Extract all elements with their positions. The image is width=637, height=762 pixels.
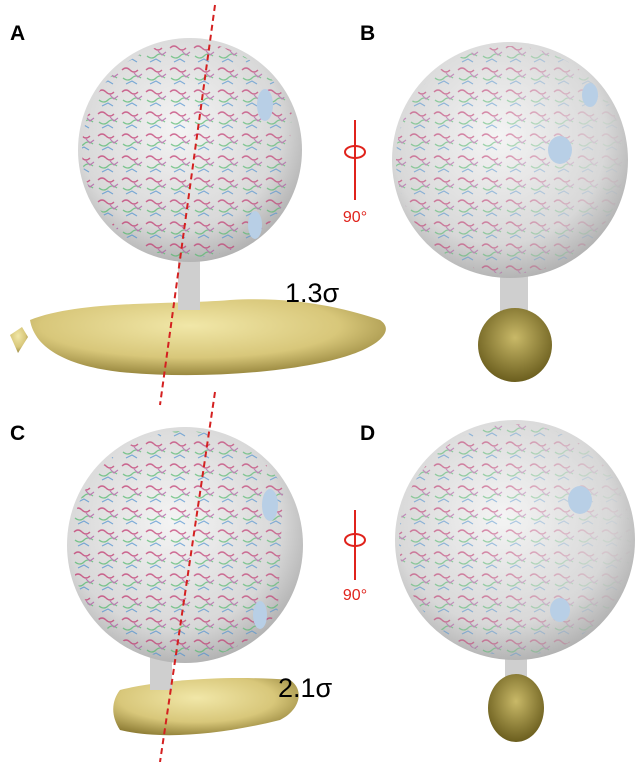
stalk <box>178 255 200 310</box>
pore <box>248 211 262 239</box>
protein-model <box>399 424 631 656</box>
rotation-angle: 90° <box>343 209 367 226</box>
panel-label: A <box>10 22 25 45</box>
pore <box>568 486 592 514</box>
membrane-fragment <box>10 327 28 353</box>
membrane <box>30 299 386 375</box>
contour-level: 2.1σ <box>278 673 333 703</box>
panel-label: B <box>360 22 375 45</box>
panel-c: C 2.1σ <box>10 392 333 762</box>
pore <box>257 89 273 121</box>
panel-label: D <box>360 422 375 445</box>
pore <box>253 601 267 629</box>
panel-a: A 1.3σ <box>10 5 386 405</box>
protein-model <box>396 46 624 274</box>
protein-model <box>82 42 298 258</box>
membrane-end-view <box>478 308 552 382</box>
contour-level: 1.3σ <box>285 278 340 308</box>
membrane-end-view <box>488 674 544 742</box>
pore <box>550 598 570 622</box>
panel-d: D 90° <box>343 420 635 742</box>
figure: A 1.3σ B 90° C 2.1σ D 90° <box>0 0 637 762</box>
panel-label: C <box>10 422 25 445</box>
membrane <box>113 678 298 735</box>
pore <box>262 489 278 521</box>
pore <box>548 136 572 164</box>
pore <box>582 83 598 107</box>
rotation-angle: 90° <box>343 587 367 604</box>
